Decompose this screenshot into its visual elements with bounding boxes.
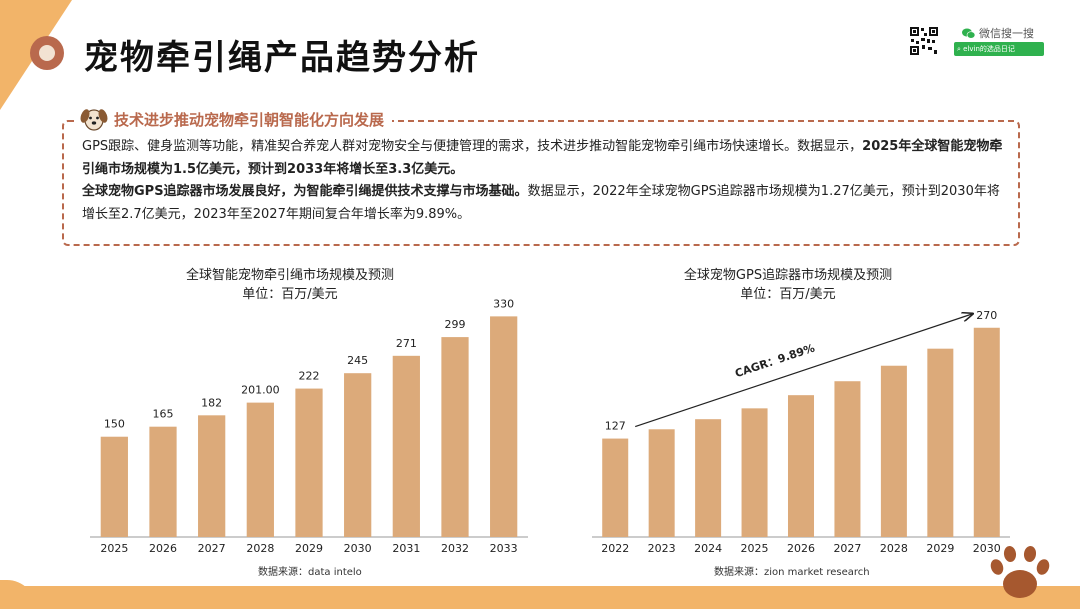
x-tick-label: 2027: [833, 542, 861, 555]
bar: [648, 429, 675, 537]
bottom-band: [0, 586, 1080, 609]
info-heading: 技术进步推动宠物牵引朝智能化方向发展: [114, 110, 385, 129]
data-label: 222: [299, 370, 320, 383]
x-tick-label: 2026: [787, 542, 815, 555]
x-tick-label: 2023: [648, 542, 676, 555]
x-tick-label: 2030: [344, 542, 372, 555]
data-label: 182: [201, 396, 222, 409]
bar: [973, 327, 1000, 537]
info-p2-normal: 数据显示，2022年全球宠物GPS追踪器市场规模为1.27亿美元，预计到2030…: [82, 184, 1000, 222]
data-label: 150: [104, 418, 125, 431]
info-text: GPS跟踪、健身监测等功能，精准契合养宠人群对宠物安全与便捷管理的需求，技术进步…: [82, 136, 1004, 226]
chart2-subtitle: 单位：百万/美元: [740, 287, 836, 302]
x-tick-label: 2029: [926, 542, 954, 555]
x-tick-label: 2026: [149, 542, 177, 555]
data-label: 270: [976, 309, 997, 322]
info-box: [62, 120, 1020, 246]
x-tick-label: 2025: [741, 542, 769, 555]
data-label: 330: [493, 297, 514, 310]
search-icon: ⌕: [957, 45, 964, 53]
x-tick-label: 2028: [246, 542, 274, 555]
cagr-arrow: [635, 314, 973, 428]
bar: [880, 365, 907, 537]
wechat-search-header: 微信搜一搜: [962, 25, 1034, 41]
bar: [392, 355, 420, 537]
data-label: 127: [605, 420, 626, 433]
cagr-label: CAGR：9.89%: [733, 341, 816, 380]
x-tick-label: 2031: [392, 542, 420, 555]
bar: [741, 408, 768, 537]
info-p2-bold: 全球宠物GPS追踪器市场发展良好，为智能牵引绳提供技术支撑与市场基础。: [82, 184, 528, 199]
chart1-source: 数据来源：data intelo: [258, 567, 362, 578]
info-heading-row: 技术进步推动宠物牵引朝智能化方向发展: [76, 106, 393, 132]
bar: [787, 395, 815, 537]
x-tick-label: 2033: [490, 542, 518, 555]
wechat-search-label: 微信搜一搜: [979, 27, 1034, 40]
x-tick-label: 2027: [198, 542, 226, 555]
data-label: 165: [153, 408, 174, 421]
x-tick-label: 2030: [973, 542, 1001, 555]
bar: [927, 348, 954, 537]
chart2-title-block: 全球宠物GPS追踪器市场规模及预测 单位：百万/美元: [658, 266, 918, 304]
bar: [344, 373, 372, 537]
bar: [246, 402, 274, 537]
title-bullet-icon: [30, 36, 64, 70]
data-label: 245: [347, 354, 368, 367]
x-tick-label: 2032: [441, 542, 469, 555]
x-tick-label: 2025: [100, 542, 128, 555]
bar: [295, 388, 323, 537]
x-tick-label: 2029: [295, 542, 323, 555]
wechat-icon: [962, 28, 975, 39]
page-title: 宠物牵引绳产品趋势分析: [84, 38, 480, 78]
qr-code-icon: [909, 26, 939, 56]
chart1-title: 全球智能宠物牵引绳市场规模及预测: [185, 268, 394, 283]
paw-print-icon: [990, 546, 1050, 598]
data-label: 299: [445, 318, 466, 331]
dog-face-icon: [80, 109, 108, 131]
bar: [441, 337, 469, 537]
x-tick-label: 2028: [880, 542, 908, 555]
chart1-plot: 150 2025 165 2026 182 2027 201.00 2028 222 2029 24…: [90, 297, 528, 555]
info-p1-normal: GPS跟踪、健身监测等功能，精准契合养宠人群对宠物安全与便捷管理的需求，技术进步…: [82, 139, 863, 154]
chart1-title-block: 全球智能宠物牵引绳市场规模及预测 单位：百万/美元: [160, 266, 420, 304]
data-label: 271: [396, 337, 417, 350]
bar: [695, 419, 722, 537]
x-tick-label: 2024: [694, 542, 722, 555]
bar: [149, 426, 177, 537]
x-tick-label: 2022: [601, 542, 629, 555]
bar: [198, 415, 226, 537]
bar: [602, 438, 629, 537]
bar: [100, 436, 128, 537]
chart2-source: 数据来源：zion market research: [714, 567, 870, 578]
chart1-subtitle: 单位：百万/美元: [242, 287, 338, 302]
chart2-title: 全球宠物GPS追踪器市场规模及预测: [683, 268, 893, 283]
wechat-search-text: elvin的选品日记: [963, 45, 1015, 53]
chart2-plot: 127 2022 2023 2024 2025 2026 2027 2028 2029 270 20…: [592, 309, 1010, 555]
wechat-search-box[interactable]: ⌕ elvin的选品日记: [954, 42, 1044, 56]
data-label: 201.00: [241, 384, 280, 397]
bar: [834, 381, 861, 537]
info-p1-bold: 2025年全球智能宠物牵引绳市场规模为1.5亿美元，预计到2033年将增长至3.…: [82, 139, 1003, 177]
bar: [490, 316, 518, 537]
